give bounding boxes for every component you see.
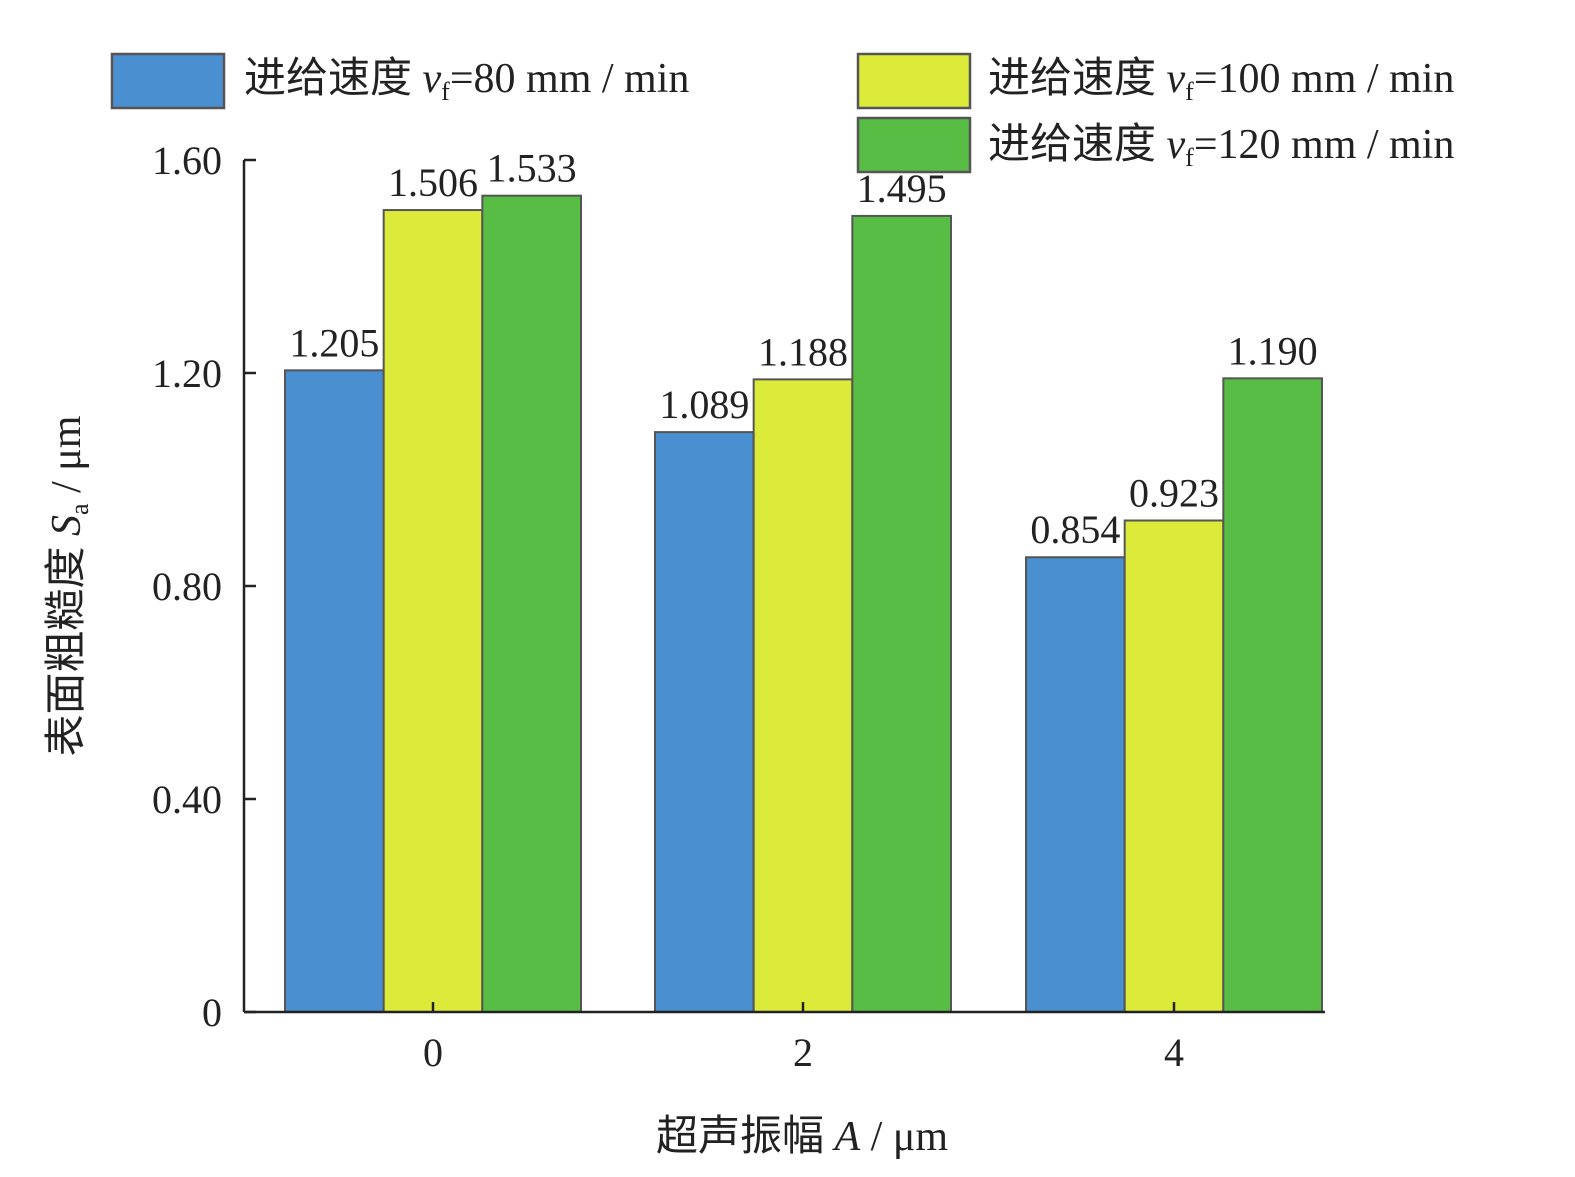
x-axis-title-var: A bbox=[832, 1114, 861, 1160]
legend-label-var: v bbox=[423, 56, 442, 102]
y-ticks-group: 0 0.40 0.80 1.20 1.60 bbox=[152, 138, 256, 1035]
legend-label-series3: 进给速度 vf=120 mm / min bbox=[988, 122, 1454, 172]
legend-label-series2: 进给速度 vf=100 mm / min bbox=[988, 56, 1454, 106]
data-label-series1-cat-2: 1.089 bbox=[659, 382, 749, 427]
bar-series2-cat-4 bbox=[1123, 519, 1225, 1013]
bar-series3-cat-2 bbox=[851, 214, 952, 1014]
x-tick-label: 4 bbox=[1164, 1030, 1184, 1075]
x-tick-label: 0 bbox=[423, 1030, 443, 1075]
data-label-series3-cat-0: 1.533 bbox=[487, 146, 577, 191]
legend-label-series1: 进给速度 vf=80 mm / min bbox=[244, 56, 689, 106]
legend-label-prefix: 进给速度 bbox=[988, 122, 1167, 168]
legend: 进给速度 vf=80 mm / min 进给速度 vf=100 mm / min进… bbox=[110, 52, 1454, 174]
legend-label-sub: f bbox=[1185, 143, 1194, 172]
legend-label-var: v bbox=[1167, 122, 1186, 168]
data-label-series2-cat-2: 1.188 bbox=[758, 329, 848, 374]
x-axis-title-prefix: 超声振幅 bbox=[656, 1114, 835, 1160]
x-ticks-group: 0 2 4 bbox=[423, 1002, 1184, 1075]
y-axis-title-var: S bbox=[44, 515, 90, 536]
data-label-series2-cat-4: 0.923 bbox=[1129, 471, 1219, 516]
data-label-series3-cat-4: 1.190 bbox=[1228, 328, 1318, 373]
y-tick-label: 1.60 bbox=[152, 138, 222, 183]
y-tick-label: 1.20 bbox=[152, 351, 222, 396]
legend-label-suffix: =80 mm / min bbox=[450, 56, 690, 102]
y-tick-label: 0.40 bbox=[152, 777, 222, 822]
data-label-series1-cat-0: 1.205 bbox=[289, 320, 379, 365]
y-tick-label: 0 bbox=[202, 990, 222, 1035]
bar-series2-cat-2 bbox=[752, 378, 854, 1013]
legend-label-suffix: =120 mm / min bbox=[1194, 122, 1455, 168]
data-label-series1-cat-4: 0.854 bbox=[1030, 507, 1120, 552]
bar-series3-cat-0 bbox=[481, 194, 583, 1014]
legend-label-prefix: 进给速度 bbox=[988, 56, 1167, 102]
legend-swatch-series2 bbox=[856, 52, 972, 110]
legend-swatch-series3 bbox=[856, 116, 972, 174]
x-tick-label: 2 bbox=[793, 1030, 813, 1075]
bar-series1-cat-4 bbox=[1025, 556, 1126, 1013]
bar-series1-cat-0 bbox=[284, 369, 385, 1013]
y-axis-title: 表面粗糙度 Sa / μm bbox=[44, 415, 94, 756]
data-label-series2-cat-0: 1.506 bbox=[388, 160, 478, 205]
bar-series1-cat-2 bbox=[654, 431, 755, 1014]
bar-series2-cat-0 bbox=[382, 209, 484, 1013]
data-label-series3-cat-2: 1.495 bbox=[857, 166, 947, 211]
x-axis-title: 超声振幅 A / μm bbox=[656, 1114, 948, 1160]
bar-series3-cat-4 bbox=[1222, 377, 1324, 1013]
y-axis-title-suffix: / μm bbox=[44, 415, 90, 503]
x-axis-title-suffix: / μm bbox=[860, 1114, 948, 1160]
y-axis-title-sub: a bbox=[65, 503, 94, 515]
y-axis-title-prefix: 表面粗糙度 bbox=[44, 536, 90, 757]
legend-label-sub: f bbox=[441, 77, 450, 106]
bars-group bbox=[284, 194, 1324, 1014]
legend-swatch-series1 bbox=[110, 52, 226, 110]
y-tick-label: 0.80 bbox=[152, 564, 222, 609]
legend-label-var: v bbox=[1167, 56, 1186, 102]
legend-label-sub: f bbox=[1185, 77, 1194, 106]
legend-label-suffix: =100 mm / min bbox=[1194, 56, 1455, 102]
legend-label-prefix: 进给速度 bbox=[244, 56, 423, 102]
